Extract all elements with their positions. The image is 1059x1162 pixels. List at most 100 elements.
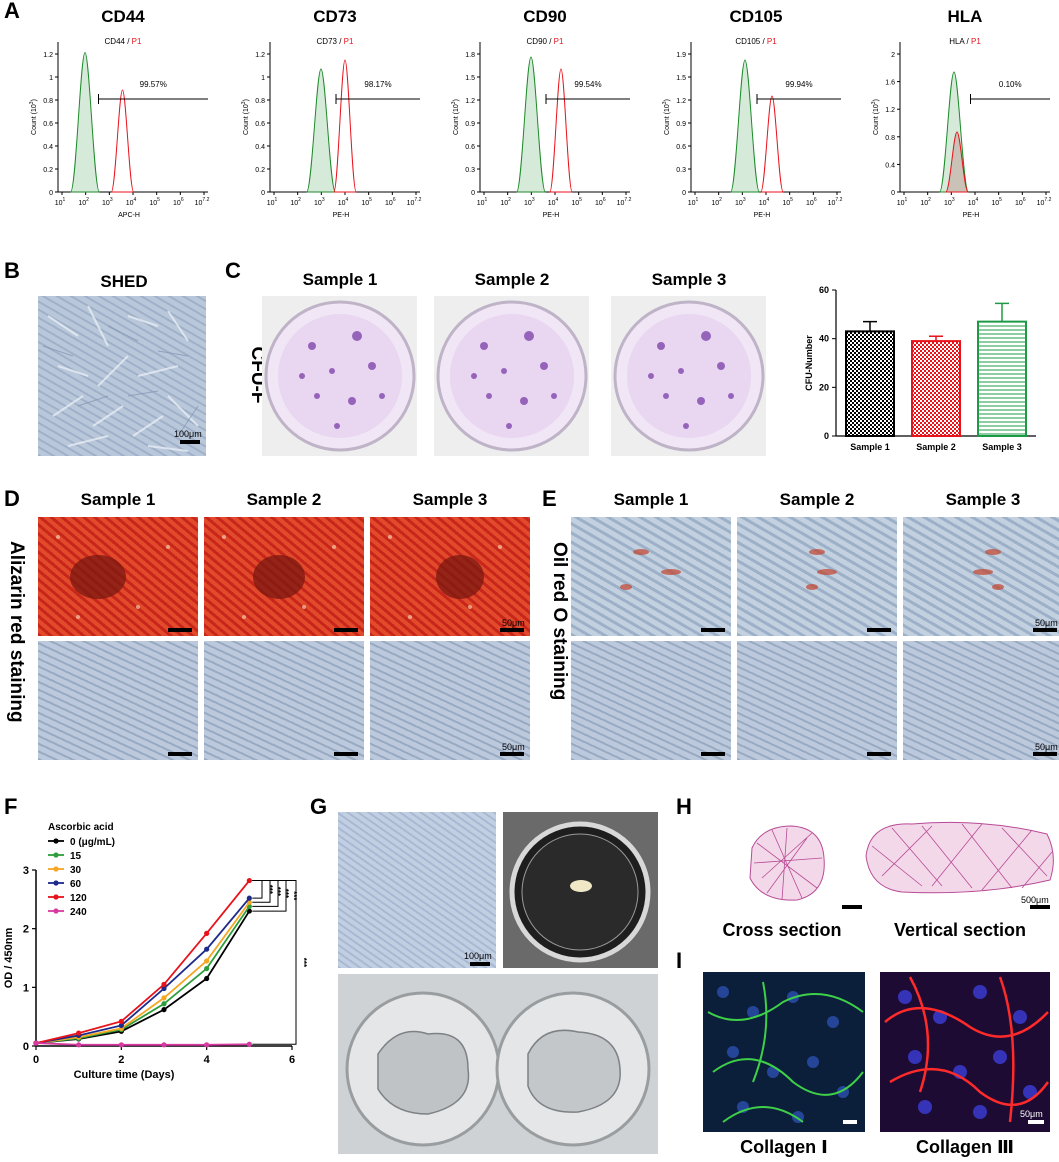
flow-x-tick-exp: 1 (275, 197, 278, 203)
growth-point (204, 965, 210, 972)
flow-x-tick-exp: 7.2 (835, 197, 842, 203)
flow-y-title: Count (103) (871, 99, 880, 135)
oilred-scalebar (1033, 752, 1057, 756)
growth-legend-label: 120 (70, 893, 87, 904)
panel-label-c: C (225, 258, 241, 283)
alizarin-scalebar (334, 628, 358, 632)
flow-x-tick-label: 101 (897, 197, 908, 207)
flow-x-tick-label: 104 (126, 197, 137, 207)
flow-x-tick-exp: 3 (532, 197, 535, 203)
flow-x-tick-label: 102 (500, 197, 511, 207)
oilred-control-micrograph (571, 641, 731, 760)
flow-x-tick-label: 107.2 (828, 197, 843, 207)
flow-y-tick-label: 1.2 (465, 98, 475, 105)
growth-sig-star: *** (299, 958, 308, 968)
flow-gate-percent: 99.54% (574, 80, 601, 89)
growth-x-tick-label: 6 (289, 1054, 295, 1066)
flow-y-tick-label: 1.2 (676, 98, 686, 105)
flow-y-tick-label: 0.3 (676, 167, 686, 174)
flow-subtitle: CD90 / P1 (527, 37, 564, 46)
flow-x-tick-label: 104 (759, 197, 770, 207)
cfu-y-tick-label: 0 (824, 431, 829, 441)
collagen1-image (703, 972, 865, 1132)
growth-series-line (35, 879, 251, 1044)
flow-y-tick-label: 0.6 (255, 121, 265, 128)
flow-x-tick-exp: 7.2 (624, 197, 631, 203)
cfu-sample-title: Sample 2 (474, 270, 550, 289)
oilred-row-label: Oil red O staining (549, 542, 570, 701)
flow-y-title: Count (103) (451, 99, 460, 135)
flow-y-tick-label: 0.3 (465, 167, 475, 174)
panel-label-i: I (676, 948, 683, 973)
growth-series-line (35, 901, 251, 1044)
cfu-bar-chart: 0 20 40 60 CFU-Number Sample 1 Sample 2 Sample … (804, 285, 1036, 452)
oilred-stained-micrograph (571, 517, 731, 636)
dish-drawing (503, 812, 658, 968)
flow-x-title: PE-H (754, 212, 771, 219)
alizarin-scalebar (168, 628, 192, 632)
flow-histogram-cd73: CD73 CD73 / P1 0 0.2 0.4 0.6 0.8 1 1.2 Count (103… (241, 7, 422, 219)
growth-legend-title: Ascorbic acid (48, 822, 114, 833)
alizarin-scalebar (500, 628, 524, 632)
flow-x-tick-label: 102 (78, 197, 89, 207)
flow-x-tick-exp: 2 (719, 197, 722, 203)
flow-y-title-exp: 3 (241, 101, 247, 104)
flow-title: HLA (948, 7, 983, 26)
flow-x-tick-exp: 4 (976, 197, 979, 203)
alizarin-sample-title: Sample 1 (80, 490, 156, 509)
growth-x-tick-label: 2 (118, 1054, 124, 1066)
flow-x-title: APC-H (118, 212, 140, 219)
flow-x-tick-label: 106 (173, 197, 184, 207)
panel-label-b: B (4, 258, 20, 283)
flow-y-tick-label: 0 (891, 190, 895, 197)
flow-title: CD44 (101, 7, 145, 26)
panel-label-g: G (310, 794, 328, 819)
alizarin-scalebar (168, 752, 192, 756)
flow-sample-peak (110, 89, 135, 193)
flow-x-tick-exp: 5 (369, 197, 372, 203)
cfu-y-title: CFU-Number (804, 335, 814, 391)
oilred-scalebar (701, 752, 725, 756)
flow-x-tick-label: 106 (385, 197, 396, 207)
oilred-control-micrograph: 50μm (903, 641, 1059, 760)
growth-y-tick-label: 0 (23, 1041, 29, 1053)
growth-point (204, 958, 210, 964)
histology-scale-label: 500μm (1021, 895, 1049, 905)
cfu-bar (845, 330, 895, 437)
flow-y-tick-label: 0 (471, 190, 475, 197)
flow-y-tick-label: 0.4 (43, 144, 53, 151)
growth-point (161, 981, 167, 987)
alizarin-scale-label: 50μm (502, 618, 525, 628)
sheet-scale-label: 100μm (464, 951, 492, 961)
flow-y-tick-label: 0.2 (255, 167, 265, 174)
flow-title: CD73 (313, 7, 356, 26)
growth-point (118, 1022, 124, 1029)
cfu-sample-title: Sample 3 (651, 270, 727, 289)
flow-x-tick-label: 103 (524, 197, 535, 207)
vertical-section-caption: Vertical section (893, 920, 1027, 940)
panel-label-a: A (4, 0, 20, 23)
cfu-bar (911, 340, 961, 437)
collagen-scale-label: 50μm (1020, 1109, 1043, 1119)
flow-x-tick-exp: 6 (181, 197, 184, 203)
growth-point (204, 975, 210, 982)
collagen3-image: 50μm (880, 972, 1050, 1132)
growth-point (246, 895, 252, 901)
alizarin-control-micrograph: 50μm (370, 641, 530, 760)
alizarin-sample-title: Sample 2 (246, 490, 322, 509)
flow-x-tick-exp: 5 (790, 197, 793, 203)
flow-gate-percent: 98.17% (364, 80, 391, 89)
flow-y-tick-label: 0.4 (255, 144, 265, 151)
flow-y-title-end: ) (243, 99, 250, 101)
flow-sample-peak (333, 59, 357, 193)
flow-x-tick-label: 103 (735, 197, 746, 207)
flow-x-tick-label: 102 (920, 197, 931, 207)
flow-subtitle-marker: P1 (767, 37, 777, 46)
flow-x-tick-exp: 2 (298, 197, 301, 203)
flow-x-tick-label: 104 (548, 197, 559, 207)
flow-x-tick-exp: 6 (814, 197, 817, 203)
collagen1-scalebar (843, 1120, 857, 1124)
flow-x-title: PE-H (543, 212, 560, 219)
